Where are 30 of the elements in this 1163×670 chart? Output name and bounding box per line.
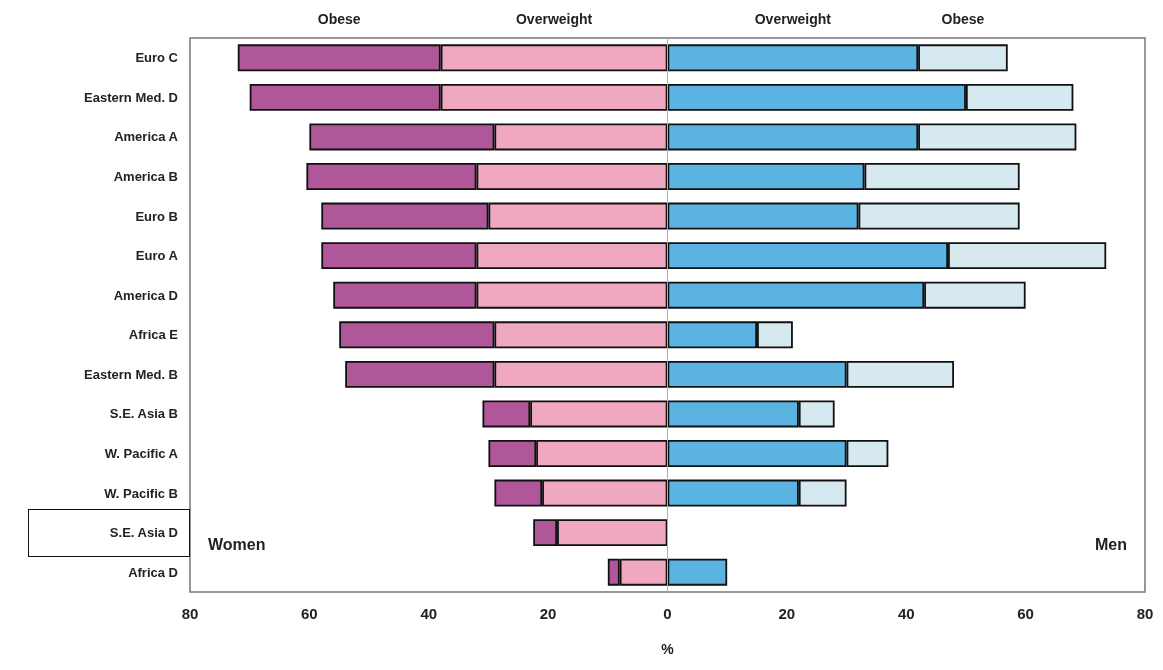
series-label: Overweight bbox=[754, 11, 832, 27]
x-tick-label: 60 bbox=[1017, 605, 1034, 622]
x-axis-title: % bbox=[661, 641, 675, 657]
y-tick-label: America A bbox=[114, 129, 179, 145]
y-tick-label: S.E. Asia D bbox=[109, 525, 178, 541]
y-tick-label: Eastern Med. B bbox=[84, 366, 178, 382]
y-tick-label: Africa D bbox=[128, 564, 178, 580]
x-tick-label: 80 bbox=[181, 605, 199, 622]
x-tick-label: 60 bbox=[301, 605, 318, 622]
series-label: Overweight bbox=[515, 11, 593, 27]
annotation: Women bbox=[208, 535, 266, 553]
x-tick-label: 80 bbox=[1136, 605, 1154, 622]
series-label: Obese bbox=[317, 11, 361, 27]
y-tick-label: America B bbox=[113, 169, 178, 184]
x-tick-label: 40 bbox=[420, 605, 438, 622]
y-tick-label: W. Pacific A bbox=[104, 446, 179, 461]
x-tick-label: 20 bbox=[539, 605, 557, 622]
y-tick-label: W. Pacific B bbox=[104, 485, 178, 501]
annotation: Men bbox=[1095, 535, 1127, 553]
series-label: Obese bbox=[941, 11, 985, 27]
y-tick-label: Africa E bbox=[128, 327, 179, 343]
y-tick-label: Euro A bbox=[135, 248, 179, 264]
y-tick-label: America D bbox=[113, 287, 178, 303]
x-tick-label: 40 bbox=[897, 605, 915, 622]
x-tick-label: 0 bbox=[663, 605, 672, 622]
x-tick-label: 20 bbox=[778, 605, 796, 622]
y-tick-label: S.E. Asia B bbox=[109, 406, 178, 422]
y-tick-label: Eastern Med. D bbox=[84, 89, 178, 105]
y-tick-label: Euro B bbox=[135, 208, 178, 224]
y-tick-label: Euro C bbox=[135, 50, 179, 66]
